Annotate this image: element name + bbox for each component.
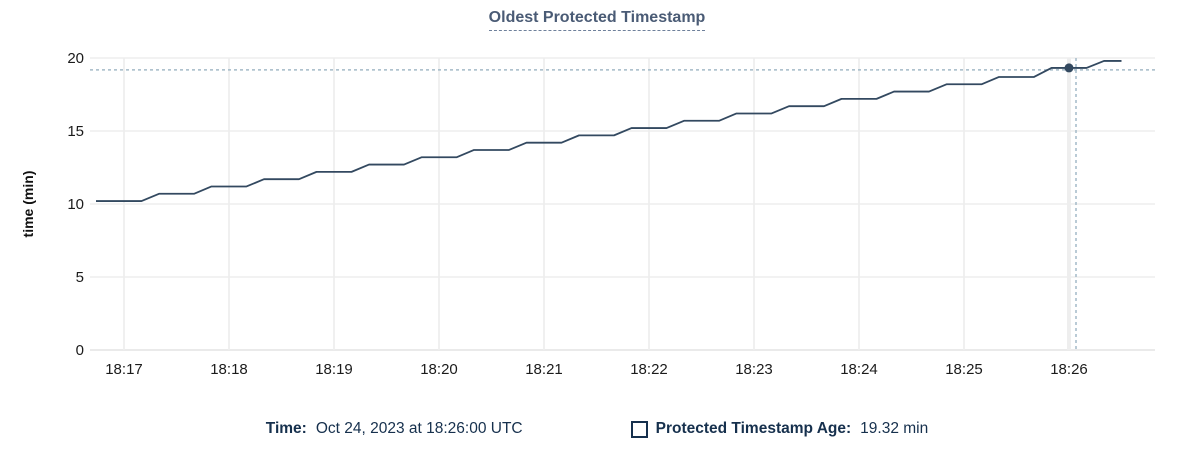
x-tick-label: 18:19 (315, 361, 353, 378)
series-label: Protected Timestamp Age: (655, 420, 852, 437)
x-tick-label: 18:23 (735, 361, 773, 378)
hover-readout: Time: Oct 24, 2023 at 18:26:00 UTC Prote… (0, 420, 1194, 438)
time-value: Oct 24, 2023 at 18:26:00 UTC (315, 420, 523, 437)
y-tick-label: 10 (67, 196, 84, 213)
plot-area[interactable] (90, 58, 1155, 350)
x-tick-label: 18:24 (840, 361, 878, 378)
x-tick-label: 18:17 (105, 361, 143, 378)
series-legend-item[interactable]: Protected Timestamp Age: 19.32 min (630, 420, 929, 438)
series-swatch-icon (630, 420, 648, 438)
time-readout: Time: Oct 24, 2023 at 18:26:00 UTC (266, 420, 523, 438)
chart-title-wrap: Oldest Protected Timestamp (0, 9, 1194, 31)
y-tick-label: 20 (67, 50, 84, 67)
y-tick-label: 5 (76, 269, 84, 286)
time-label: Time: (265, 420, 307, 437)
highlight-marker (1064, 63, 1074, 73)
x-tick-label: 18:21 (525, 361, 563, 378)
x-tick-label: 18:22 (630, 361, 668, 378)
y-tick-label: 15 (67, 123, 84, 140)
y-axis-title: time (min) (20, 171, 36, 238)
series-value: 19.32 min (860, 420, 929, 437)
x-tick-label: 18:26 (1050, 361, 1088, 378)
y-tick-label: 0 (76, 342, 84, 359)
x-tick-label: 18:18 (210, 361, 248, 378)
x-tick-label: 18:20 (420, 361, 458, 378)
chart-title[interactable]: Oldest Protected Timestamp (488, 9, 706, 31)
x-tick-label: 18:25 (945, 361, 983, 378)
series-line (96, 60, 1122, 202)
